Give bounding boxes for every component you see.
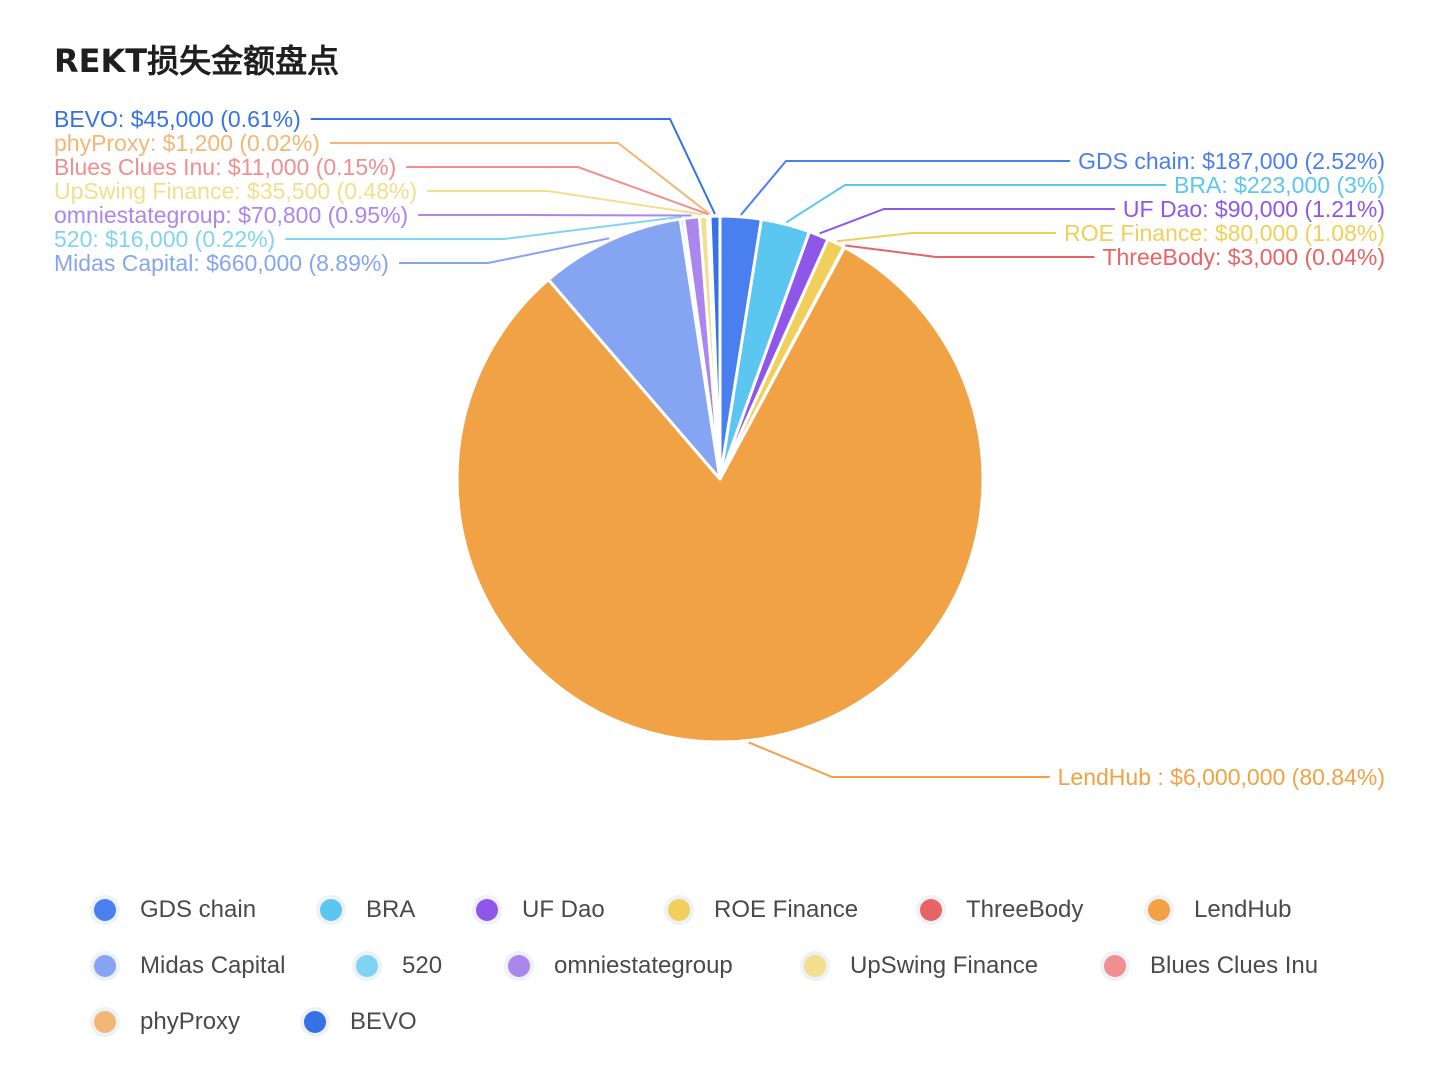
legend-item-midas-capital[interactable]: Midas Capital	[90, 952, 285, 980]
data-label-midas-capital: Midas Capital: $660,000 (8.89%)	[54, 250, 389, 276]
leader-line-gds-chain	[740, 160, 1071, 216]
legend-item-520[interactable]: 520	[352, 952, 442, 980]
legend-label: ROE Finance	[714, 896, 859, 923]
data-label-uf-dao: UF Dao: $90,000 (1.21%)	[1123, 196, 1385, 222]
data-labels-layer: GDS chain: $187,000 (2.52%)BRA: $223,000…	[54, 106, 1385, 790]
legend-label: phyProxy	[140, 1008, 241, 1035]
leader-line-phyproxy	[329, 142, 711, 215]
legend-label: UpSwing Finance	[850, 952, 1039, 979]
legend-marker-icon	[304, 1011, 326, 1033]
pie-slice-bevo[interactable]	[708, 214, 722, 481]
chart-title: REKT损失金额盘点	[54, 42, 340, 80]
legend-marker-icon	[508, 955, 530, 977]
legend-marker-icon	[94, 955, 116, 977]
pie-slice-lendhub[interactable]	[455, 245, 985, 744]
legend-label: ThreeBody	[966, 896, 1084, 923]
legend-item-omniestategroup[interactable]: omniestategroup	[504, 952, 733, 980]
legend-item-lendhub[interactable]: LendHub	[1144, 896, 1291, 924]
legend-marker-icon	[476, 899, 498, 921]
data-label-upswing-finance: UpSwing Finance: $35,500 (0.48%)	[54, 178, 417, 204]
legend-label: GDS chain	[140, 896, 257, 923]
legend-item-uf-dao[interactable]: UF Dao	[472, 896, 605, 924]
legend-marker-icon	[94, 1011, 116, 1033]
leader-line-520	[285, 215, 682, 240]
legend-marker-icon	[356, 955, 378, 977]
leader-line-lendhub	[748, 741, 1050, 778]
legend-label: omniestategroup	[554, 952, 733, 979]
leader-line-threebody	[845, 244, 1095, 258]
data-label-lendhub: LendHub : $6,000,000 (80.84%)	[1058, 764, 1385, 790]
legend-item-bra[interactable]: BRA	[316, 896, 415, 924]
legend-label: Midas Capital	[140, 952, 286, 979]
legend-item-roe-finance[interactable]: ROE Finance	[664, 896, 858, 924]
legend-marker-icon	[804, 955, 826, 977]
slices-layer	[455, 214, 985, 744]
data-label-omniestategroup: omniestategroup: $70,800 (0.95%)	[54, 202, 408, 228]
leader-line-uf-dao	[819, 208, 1115, 235]
legend-label: LendHub	[1194, 896, 1292, 923]
legend-marker-icon	[1104, 955, 1126, 977]
pie-slice-midas-capital[interactable]	[546, 217, 722, 481]
leader-line-roe-finance	[836, 232, 1057, 243]
legend-label: UF Dao	[522, 896, 605, 923]
data-label-phyproxy: phyProxy: $1,200 (0.02%)	[54, 130, 320, 156]
data-label-blues-clues-inu: Blues Clues Inu: $11,000 (0.15%)	[54, 154, 396, 180]
leader-line-upswing-finance	[427, 190, 704, 216]
legend-marker-icon	[920, 899, 942, 921]
leader-line-blues-clues-inu	[406, 166, 709, 216]
leader-line-midas-capital	[398, 237, 610, 264]
legend-marker-icon	[668, 899, 690, 921]
legend-label: 520	[402, 952, 443, 979]
legend-item-phyproxy[interactable]: phyProxy	[90, 1008, 240, 1036]
legend-item-threebody[interactable]: ThreeBody	[916, 896, 1083, 924]
leader-line-bra	[785, 184, 1167, 224]
legend-item-upswing-finance[interactable]: UpSwing Finance	[800, 952, 1038, 980]
leader-lines-layer	[285, 118, 1167, 778]
legend-item-blues-clues-inu[interactable]: Blues Clues Inu	[1100, 952, 1318, 980]
legend-label: BEVO	[350, 1008, 417, 1035]
legend-item-bevo[interactable]: BEVO	[300, 1008, 417, 1036]
data-label-bevo: BEVO: $45,000 (0.61%)	[54, 106, 301, 132]
leader-line-bevo	[310, 118, 716, 215]
data-label-520: 520: $16,000 (0.22%)	[54, 226, 275, 252]
legend-marker-icon	[94, 899, 116, 921]
legend-item-gds-chain[interactable]: GDS chain	[90, 896, 256, 924]
data-label-roe-finance: ROE Finance: $80,000 (1.08%)	[1064, 220, 1385, 246]
legend-marker-icon	[320, 899, 342, 921]
leader-line-omniestategroup	[418, 214, 692, 217]
data-label-bra: BRA: $223,000 (3%)	[1174, 172, 1385, 198]
legend-label: BRA	[366, 896, 416, 923]
legend-marker-icon	[1148, 899, 1170, 921]
data-label-gds-chain: GDS chain: $187,000 (2.52%)	[1078, 148, 1385, 174]
legend-label: Blues Clues Inu	[1150, 952, 1319, 979]
data-label-threebody: ThreeBody: $3,000 (0.04%)	[1102, 244, 1385, 270]
